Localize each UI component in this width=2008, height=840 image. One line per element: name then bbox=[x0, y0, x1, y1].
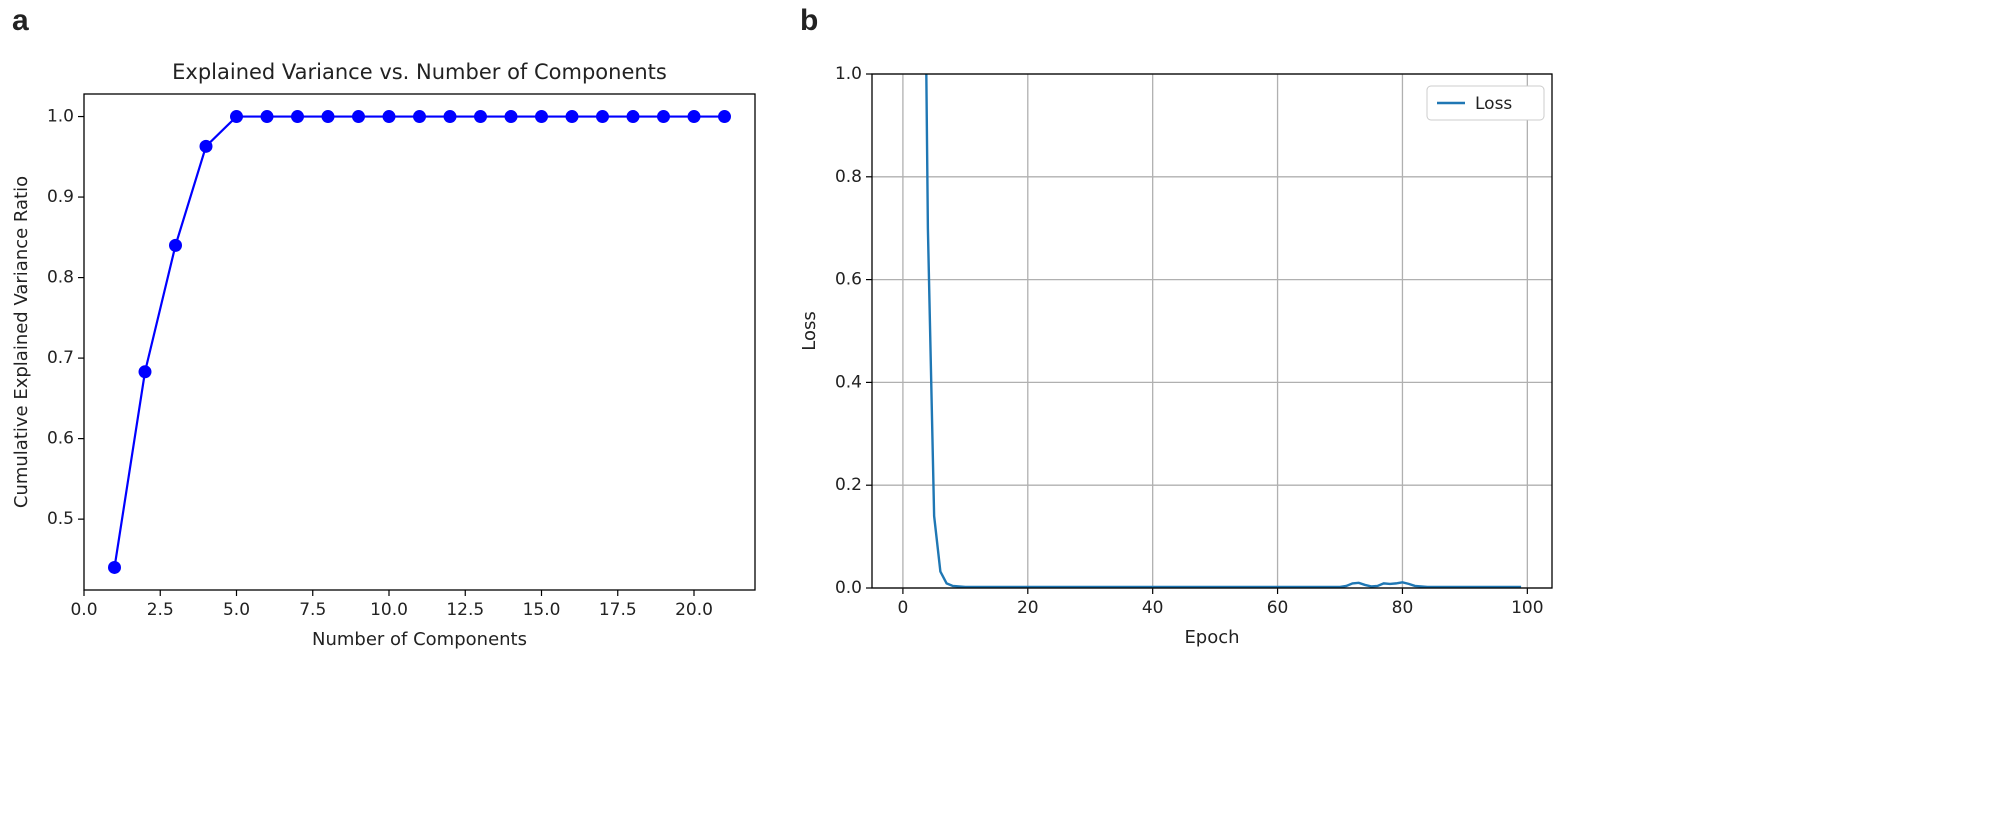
marker bbox=[230, 110, 243, 124]
x-tick-label: 80 bbox=[1392, 598, 1414, 618]
plot-frame bbox=[83, 93, 756, 591]
line bbox=[113, 115, 725, 568]
x-tick-label: 5.0 bbox=[223, 600, 250, 620]
x-tick-label: 20.0 bbox=[675, 600, 713, 620]
series bbox=[925, 74, 1522, 588]
marker bbox=[565, 110, 579, 124]
marker bbox=[596, 110, 609, 124]
y-axis-label: Loss bbox=[799, 311, 820, 350]
legend-label: Loss bbox=[1475, 94, 1512, 114]
x-tick-label: 0.0 bbox=[70, 600, 97, 620]
marker bbox=[291, 110, 304, 124]
marker bbox=[108, 560, 121, 574]
marker bbox=[657, 110, 670, 124]
marker bbox=[687, 110, 701, 124]
x-tick-label: 7.5 bbox=[299, 600, 326, 620]
marker bbox=[199, 139, 213, 153]
x-tick-label: 100 bbox=[1511, 598, 1543, 618]
x-tick-label: 10.0 bbox=[370, 600, 408, 620]
y-tick-label: 0.8 bbox=[835, 167, 862, 187]
line bbox=[925, 74, 1522, 588]
y-tick-label: 0.0 bbox=[835, 578, 862, 598]
series bbox=[108, 110, 731, 574]
legend-box bbox=[1426, 85, 1545, 121]
y-tick-label: 0.6 bbox=[47, 429, 74, 449]
marker bbox=[321, 110, 335, 124]
x-axis-label: Number of Components bbox=[312, 629, 527, 650]
y-tick-label: 1.0 bbox=[835, 64, 862, 84]
marker bbox=[504, 110, 518, 124]
marker bbox=[443, 110, 457, 124]
marker bbox=[718, 110, 731, 124]
x-axis-label: Epoch bbox=[1184, 627, 1239, 648]
x-tick-label: 40 bbox=[1142, 598, 1164, 618]
y-tick-label: 0.6 bbox=[835, 270, 862, 290]
marker bbox=[535, 110, 548, 124]
y-axis-label: Cumulative Explained Variance Ratio bbox=[11, 176, 32, 508]
x-tick-label: 20 bbox=[1017, 598, 1039, 618]
chart-title: Explained Variance vs. Number of Compone… bbox=[172, 60, 667, 84]
y-tick-label: 0.7 bbox=[47, 348, 74, 368]
panel-label: a bbox=[12, 4, 29, 37]
marker bbox=[474, 110, 487, 124]
y-tick-label: 1.0 bbox=[47, 107, 74, 127]
marker bbox=[169, 238, 182, 252]
y-tick-label: 0.9 bbox=[47, 187, 74, 207]
y-tick-label: 0.4 bbox=[835, 372, 862, 392]
plot-frame bbox=[871, 73, 1553, 589]
y-tick-label: 0.5 bbox=[47, 509, 74, 529]
marker bbox=[352, 110, 365, 124]
x-tick-label: 0 bbox=[897, 598, 908, 618]
x-tick-label: 15.0 bbox=[523, 600, 561, 620]
panel-label: b bbox=[800, 4, 818, 37]
marker bbox=[626, 110, 640, 124]
marker bbox=[138, 365, 152, 379]
marker bbox=[260, 110, 274, 124]
x-tick-label: 60 bbox=[1267, 598, 1289, 618]
marker bbox=[413, 110, 426, 124]
x-tick-label: 2.5 bbox=[147, 600, 174, 620]
x-tick-label: 17.5 bbox=[599, 600, 637, 620]
y-tick-label: 0.2 bbox=[835, 475, 862, 495]
x-tick-label: 12.5 bbox=[446, 600, 484, 620]
marker bbox=[382, 110, 396, 124]
y-tick-label: 0.8 bbox=[47, 268, 74, 288]
